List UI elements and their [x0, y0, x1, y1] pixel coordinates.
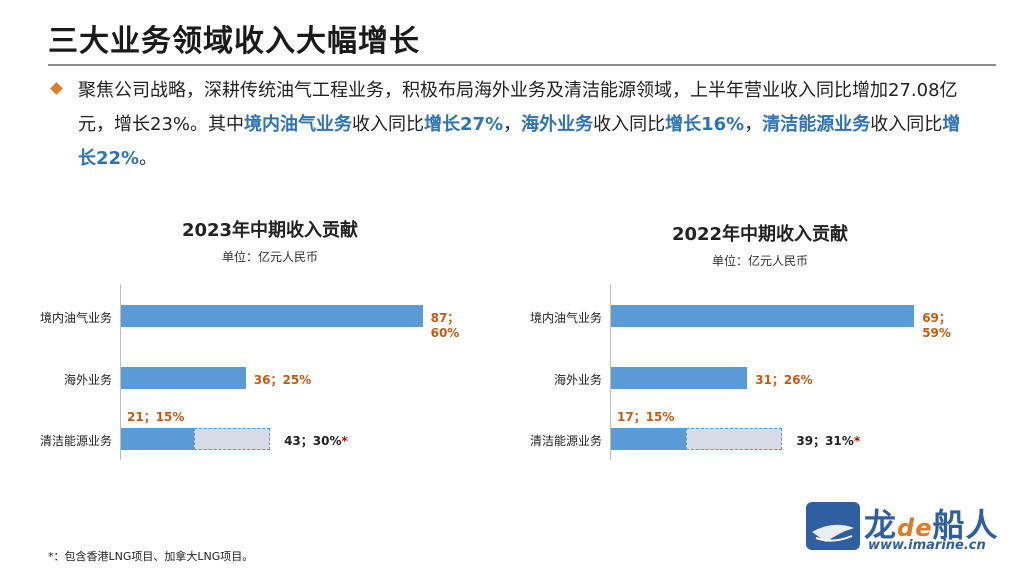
paragraph-text: 聚焦公司战略，深耕传统油气工程业务，积极布局海外业务及清洁能源领域，上半年营业收… — [78, 80, 958, 135]
page-title: 三大业务领域收入大幅增长 — [48, 24, 420, 59]
extended-label-text: 43；30% — [284, 434, 342, 448]
bar-value-label: 21；15% — [127, 410, 185, 424]
footnote-mark: * — [853, 434, 861, 448]
logo-url: www.imarine.cn — [868, 538, 986, 553]
bar-value-label: 31；26% — [755, 373, 813, 387]
category-label: 境内油气业务 — [529, 311, 602, 325]
logo-text-a: 龙 — [864, 506, 898, 544]
logo-wordmark: 龙de船人 — [864, 500, 999, 546]
highlight-text: 清洁能源业务 — [762, 114, 871, 135]
highlight-text: 境内油气业务 — [244, 114, 353, 135]
chart-unit: 单位：亿元人民币 — [711, 254, 808, 268]
bar-extension — [685, 428, 783, 450]
logo-text-b: 船人 — [932, 506, 999, 544]
highlight-text: 增长27% — [424, 114, 504, 135]
bar — [611, 367, 748, 389]
chart-title: 2023年中期收入贡献 — [181, 220, 359, 241]
highlight-text: 增长22% — [78, 114, 961, 169]
category-axis — [120, 284, 121, 460]
category-label: 清洁能源业务 — [529, 434, 602, 448]
paragraph-text: ， — [503, 114, 522, 135]
chart-unit: 单位：亿元人民币 — [221, 250, 318, 264]
bar-value-label: 87；60% — [430, 311, 460, 340]
bar — [121, 367, 246, 389]
category-label: 海外业务 — [63, 373, 112, 387]
bar — [611, 428, 686, 450]
bar — [121, 305, 423, 327]
category-label: 境内油气业务 — [39, 311, 112, 325]
bar — [611, 305, 915, 327]
summary-paragraph: 聚焦公司战略，深耕传统油气工程业务，积极布局海外业务及清洁能源领域，上半年营业收… — [78, 74, 978, 176]
category-label: 清洁能源业务 — [39, 434, 112, 448]
highlight-text: 增长16% — [665, 114, 745, 135]
logo-text-de: de — [897, 514, 933, 542]
bar — [121, 428, 194, 450]
paragraph-text: 收入同比 — [352, 114, 425, 135]
extended-label-text: 39；31% — [796, 434, 854, 448]
highlight-text: 海外业务 — [521, 114, 594, 135]
bar-value-label: 69；59% — [922, 311, 951, 340]
bar-extension — [193, 428, 271, 450]
ship-logo-icon — [806, 502, 860, 550]
bar-value-label: 17；15% — [617, 410, 675, 424]
paragraph-text: ， — [744, 114, 763, 135]
paragraph-text: 。 — [139, 148, 158, 169]
brand-logo[interactable]: 龙de船人 www.imarine.cn — [806, 500, 1006, 560]
bar-value-label: 36；25% — [253, 373, 312, 387]
diamond-bullet-icon — [50, 82, 63, 95]
extended-value-label: 39；31%* — [796, 432, 860, 449]
title-divider — [48, 64, 996, 66]
category-axis — [610, 284, 611, 460]
category-label: 海外业务 — [553, 373, 602, 387]
chart-2023-revenue: 2023年中期收入贡献 单位：亿元人民币 境内油气业务 87；60% 海外业务 36；… — [10, 212, 459, 472]
paragraph-text: 收入同比 — [593, 114, 666, 135]
extended-value-label: 43；30%* — [284, 432, 348, 449]
footnote: *：包含香港LNG项目、加拿大LNG项目。 — [48, 550, 254, 563]
chart-title: 2022年中期收入贡献 — [671, 224, 849, 245]
chart-2022-revenue: 2022年中期收入贡献 单位：亿元人民币 境内油气业务 69；59% 海外业务 31；… — [500, 212, 951, 472]
footnote-mark: * — [341, 434, 348, 448]
paragraph-text: 收入同比 — [870, 114, 943, 135]
